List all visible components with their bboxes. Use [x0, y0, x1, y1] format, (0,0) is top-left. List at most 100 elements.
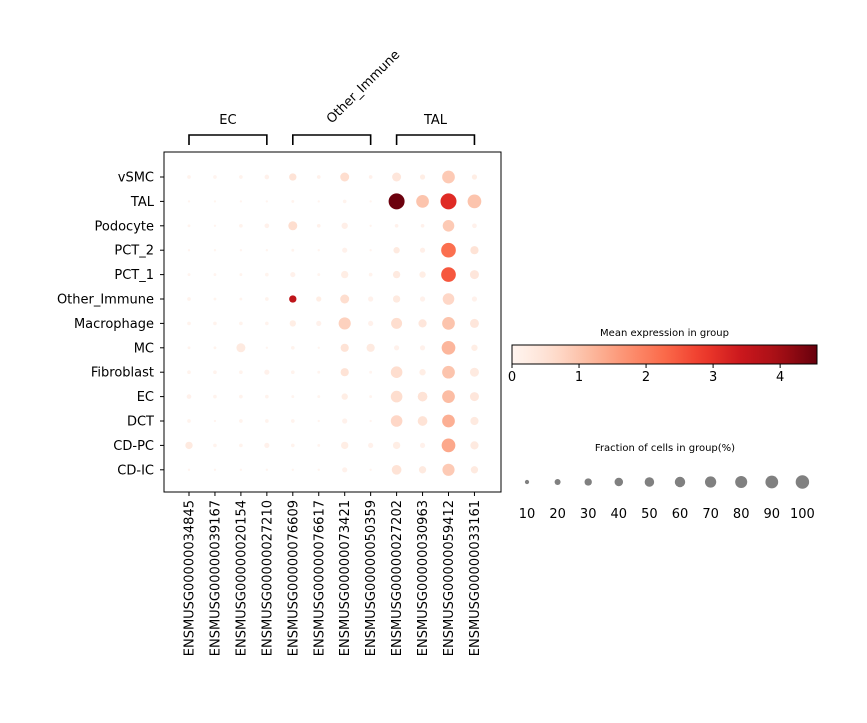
- dot: [317, 443, 321, 447]
- dot: [264, 442, 270, 448]
- x-tick-label: ENSMUSG00000073421: [338, 500, 353, 656]
- dot: [213, 468, 217, 471]
- group-bracket: [395, 134, 476, 145]
- size-legend-dot: [554, 478, 561, 486]
- dot: [391, 464, 402, 475]
- dot: [418, 319, 427, 328]
- dot: [369, 224, 372, 227]
- dot: [442, 220, 455, 232]
- size-legend-dot: [735, 475, 748, 489]
- dot: [187, 468, 191, 471]
- dot: [441, 438, 456, 453]
- size-legend: Fraction of cells in group(%) 10 20 30 40 50 6…: [519, 443, 815, 522]
- dot: [392, 270, 401, 279]
- dot: [187, 273, 191, 277]
- size-legend-label: 30: [580, 507, 597, 522]
- dot: [291, 468, 294, 471]
- dot: [185, 441, 193, 450]
- dot: [186, 394, 192, 399]
- dot: [290, 272, 296, 278]
- dot: [289, 173, 297, 181]
- y-tick-label: MC: [134, 341, 154, 356]
- dot-marks: [185, 170, 482, 476]
- y-tick-label: Podocyte: [95, 219, 154, 234]
- x-tick-label: ENSMUSG00000030963: [416, 500, 431, 656]
- dot: [419, 247, 426, 253]
- dot: [187, 419, 191, 423]
- dot: [213, 394, 217, 399]
- x-tick-label: ENSMUSG00000039167: [208, 500, 223, 656]
- size-legend-dot: [674, 476, 686, 488]
- y-axis-celltype-ticks: vSMC TAL Podocyte PCT_2 PCT_1 Other_Immune Mac…: [57, 171, 164, 478]
- dot: [239, 468, 243, 471]
- size-legend-dot: [765, 475, 779, 489]
- dot: [317, 370, 321, 374]
- dot: [288, 221, 298, 231]
- dot: [392, 441, 401, 450]
- dot: [419, 271, 426, 278]
- dot: [441, 242, 456, 258]
- dot: [341, 222, 348, 229]
- dot: [470, 441, 479, 450]
- dot: [469, 270, 479, 280]
- y-tick-label: CD-IC: [117, 463, 154, 478]
- dot: [290, 443, 295, 448]
- dot: [317, 346, 320, 349]
- dot: [317, 249, 320, 252]
- dot: [338, 317, 351, 330]
- dot: [213, 273, 217, 277]
- dot: [291, 199, 295, 203]
- y-tick-label: Fibroblast: [91, 366, 154, 381]
- y-tick-label: TAL: [130, 195, 155, 210]
- dot: [213, 249, 217, 252]
- dot: [469, 392, 479, 402]
- dot: [471, 344, 478, 351]
- x-tick-label: ENSMUSG00000027202: [390, 500, 405, 656]
- x-tick-label: ENSMUSG00000050359: [364, 500, 379, 656]
- dot: [442, 317, 455, 330]
- dot: [213, 200, 217, 203]
- y-tick-label: DCT: [127, 415, 154, 430]
- colorbar-title: Mean expression in group: [600, 328, 729, 339]
- dot: [340, 368, 349, 377]
- dot: [441, 267, 456, 282]
- dot: [442, 365, 455, 379]
- dot: [187, 249, 191, 252]
- dot: [419, 369, 426, 376]
- dot: [317, 419, 320, 423]
- colorbar-tick-label: 1: [575, 370, 583, 385]
- dot: [442, 463, 455, 476]
- dot: [341, 393, 348, 400]
- dot: [342, 247, 348, 253]
- dot: [265, 394, 269, 399]
- group-label: EC: [219, 113, 236, 128]
- size-legend-dot: [795, 475, 810, 489]
- dot: [290, 419, 295, 423]
- dot: [470, 246, 479, 255]
- dot: [290, 370, 295, 375]
- y-tick-label: PCT_2: [114, 244, 154, 259]
- dot: [368, 175, 373, 179]
- dot: [239, 200, 243, 203]
- dot: [265, 468, 269, 471]
- dot: [442, 170, 455, 184]
- dot: [441, 340, 456, 355]
- dot: [369, 419, 372, 423]
- dot: [469, 367, 479, 377]
- colorbar-tick-label: 4: [776, 370, 784, 385]
- dot: [390, 366, 403, 378]
- dot: [442, 390, 455, 403]
- dot: [265, 297, 269, 301]
- dot: [289, 320, 296, 327]
- size-legend-label: 40: [611, 507, 628, 522]
- dot: [317, 200, 320, 203]
- colorbar-gradient: [511, 344, 818, 365]
- dot: [187, 346, 191, 350]
- size-legend-dot: [614, 477, 624, 487]
- dot: [471, 296, 478, 302]
- dot: [187, 370, 191, 375]
- dot: [369, 468, 372, 471]
- dot: [368, 296, 374, 302]
- size-legend-label: 100: [790, 507, 815, 522]
- x-tick-label: ENSMUSG00000034845: [183, 500, 198, 656]
